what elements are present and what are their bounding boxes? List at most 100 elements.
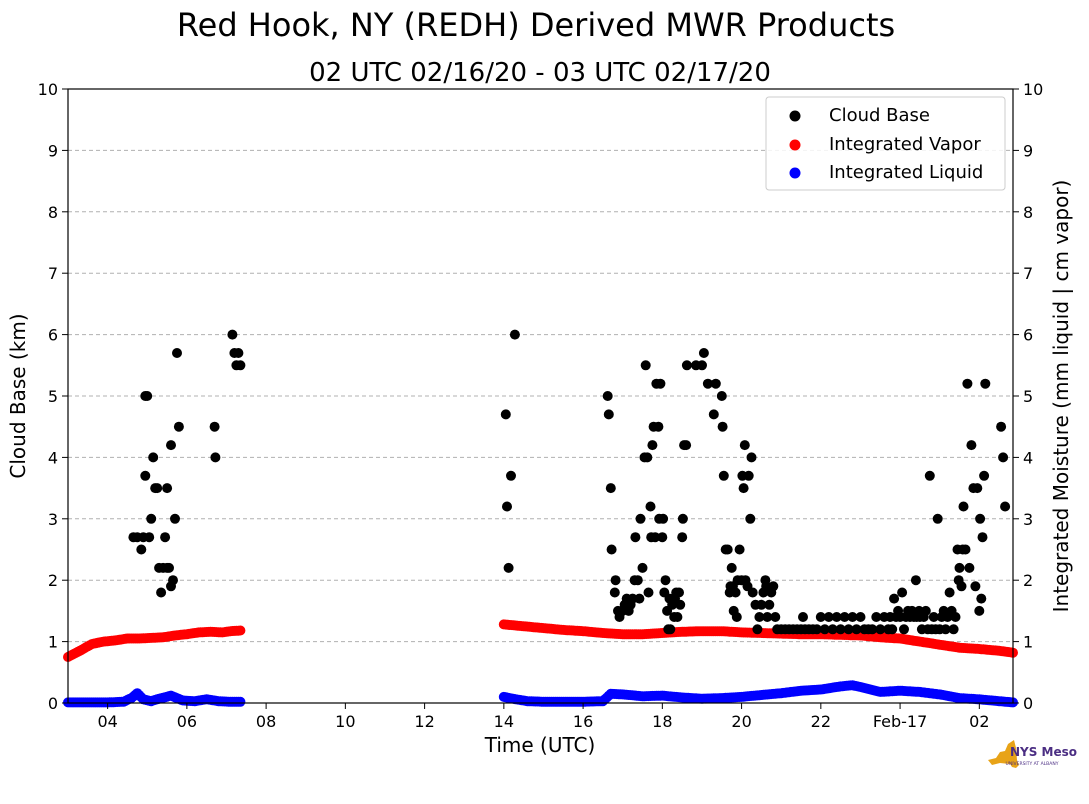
cloud-base-point	[811, 624, 822, 635]
cloud-base-point	[718, 470, 729, 481]
y-tick-right-label: 2	[1023, 571, 1033, 590]
cloud-base-point	[602, 391, 613, 401]
cloud-base-point	[871, 612, 882, 622]
cloud-base-point	[209, 421, 220, 432]
x-tick-label: 08	[256, 712, 276, 731]
cloud-base-point	[630, 532, 641, 543]
cloud-base-point	[875, 624, 886, 635]
cloud-base-point	[855, 612, 866, 622]
legend: Cloud Base Integrated Vapor Integrated L…	[765, 96, 1006, 191]
x-tick-label: 02	[969, 712, 989, 731]
cloud-base-point	[658, 513, 669, 524]
cloud-base-point	[887, 624, 898, 635]
cloud-base-point	[642, 452, 653, 463]
cloud-base-point	[940, 624, 951, 635]
cloud-base-point	[722, 544, 733, 555]
cloud-base-point	[960, 544, 971, 555]
cloud-base-point	[136, 544, 147, 555]
cloud-base-point	[500, 409, 511, 420]
cloud-base-point	[979, 470, 990, 481]
y-tick-right-label: 0	[1023, 694, 1033, 713]
y-tick-label: 6	[48, 326, 58, 345]
cloud-base-point	[851, 624, 862, 635]
cloud-base-point	[681, 440, 692, 451]
cloud-base-point	[647, 440, 658, 451]
y-tick-label: 9	[48, 141, 58, 160]
y-tick-right-label: 5	[1023, 387, 1033, 406]
cloud-base-point	[235, 360, 246, 371]
x-tick-label: 16	[573, 712, 593, 731]
logo-text: NYS Mesonet	[1010, 745, 1078, 759]
cloud-base-point	[1000, 501, 1011, 512]
cloud-base-point	[645, 501, 656, 512]
cloud-base-point	[643, 587, 654, 598]
cloud-base-point	[702, 378, 713, 389]
cloud-base-point	[152, 483, 163, 494]
cloud-base-point	[970, 581, 981, 592]
cloud-base-point	[166, 440, 176, 451]
cloud-base-point	[910, 575, 921, 586]
x-axis-label: Time (UTC)	[484, 733, 596, 757]
cloud-base-point	[675, 599, 686, 610]
cloud-base-point	[677, 532, 688, 543]
y-tick-label: 4	[48, 448, 58, 467]
series-integrated-liquid	[63, 680, 1018, 708]
cloud-base-point	[168, 575, 178, 586]
cloud-base-point	[731, 612, 742, 622]
cloud-base-point	[889, 593, 900, 604]
x-axis: 04 06 08 10 12 14 16 18 20 22 Feb-17 02	[97, 703, 990, 731]
cloud-base-point	[674, 587, 684, 598]
x-tick-label: 12	[414, 712, 434, 731]
cloud-base-point	[170, 513, 180, 524]
series-cloud-base	[128, 329, 1011, 635]
cloud-base-point	[747, 587, 758, 598]
cloud-base-point	[932, 513, 943, 524]
cloud-base-point	[708, 409, 719, 420]
x-tick-label: 18	[652, 712, 672, 731]
cloud-base-point	[660, 575, 671, 586]
cloud-base-point	[502, 501, 512, 512]
cloud-base-point	[506, 470, 516, 481]
cloud-base-point	[227, 329, 238, 340]
cloud-base-point	[655, 378, 666, 389]
cloud-base-point	[897, 587, 908, 598]
cloud-base-point	[739, 440, 750, 451]
y-tick-right-label: 7	[1023, 264, 1033, 283]
x-tick-label: 10	[335, 712, 355, 731]
nys-mesonet-logo: NYS Mesonet UNIVERSITY AT ALBANY	[988, 740, 1078, 768]
y-tick-label: 2	[48, 571, 58, 590]
cloud-base-point	[966, 440, 977, 451]
cloud-base-point	[717, 421, 728, 432]
x-tick-label: 20	[731, 712, 751, 731]
y-tick-label: 5	[48, 387, 58, 406]
legend-marker-integrated-vapor	[789, 139, 801, 151]
vapor-point	[235, 625, 246, 636]
cloud-base-point	[770, 612, 781, 622]
cloud-base-point	[831, 612, 842, 622]
cloud-base-point	[603, 409, 614, 420]
cloud-base-point	[839, 612, 850, 622]
cloud-base-point	[160, 532, 171, 543]
cloud-base-point	[210, 452, 221, 463]
cloud-base-point	[972, 483, 983, 494]
cloud-base-point	[956, 581, 967, 592]
cloud-base-point	[164, 562, 174, 573]
y-axis-label: Cloud Base (km)	[6, 313, 30, 478]
cloud-base-point	[974, 605, 985, 616]
y-tick-label: 10	[38, 80, 58, 99]
cloud-base-point	[964, 562, 975, 573]
legend-marker-integrated-liquid	[789, 167, 801, 179]
y-tick-label: 8	[48, 203, 58, 222]
x-tick-label: 14	[494, 712, 514, 731]
cloud-base-point	[605, 483, 616, 494]
y-tick-label: 0	[48, 694, 58, 713]
cloud-base-point	[954, 562, 965, 573]
cloud-base-point	[962, 378, 973, 389]
cloud-base-point	[950, 612, 961, 622]
cloud-base-point	[681, 360, 692, 371]
cloud-base-point	[640, 360, 651, 371]
cloud-base-point	[606, 544, 617, 555]
y-axis-right-label: Integrated Moisture (mm liquid | cm vapo…	[1049, 180, 1073, 613]
cloud-base-point	[752, 624, 763, 635]
